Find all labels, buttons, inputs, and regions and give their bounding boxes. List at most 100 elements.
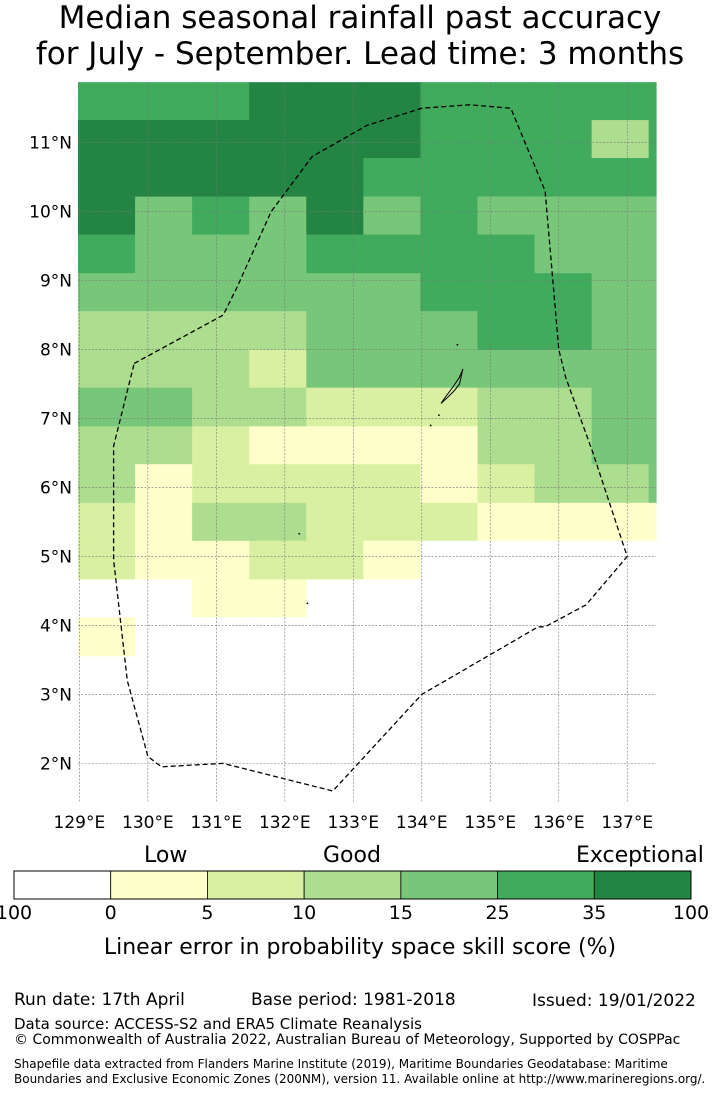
grid-cell (249, 540, 307, 580)
grid-cell (534, 426, 593, 466)
lat-tick-label: 5°N (40, 547, 72, 567)
grid-cell (249, 426, 307, 466)
colorbar-good-label: Good (323, 843, 381, 868)
map-figure: 129°E 130°E 131°E 132°E 133°E 134°E 135°E 136°E… (29, 82, 657, 833)
grid-cell (477, 579, 536, 619)
grid-cell (420, 273, 479, 313)
lon-tick-label: 137°E (601, 813, 653, 833)
lat-tick-label: 9°N (40, 272, 72, 292)
grid-cell (249, 387, 307, 427)
grid-cell (591, 82, 650, 122)
grid-cell (477, 273, 536, 313)
colorbar-swatch (207, 870, 305, 900)
grid-cell (534, 540, 593, 580)
grid-cell (135, 120, 193, 159)
grid-cell (534, 617, 593, 657)
lon-tick-label: 130°E (122, 813, 174, 833)
grid-cell (78, 158, 136, 197)
grid-cell (591, 579, 650, 619)
grid-cell (477, 387, 536, 427)
grid-cell (192, 234, 250, 274)
grid-cell (477, 82, 536, 122)
island-outline (440, 368, 464, 404)
grid-cell (363, 234, 422, 274)
grid-cell (306, 234, 364, 274)
lon-tick-label: 129°E (54, 813, 106, 833)
chart-title-line2: for July - September. Lead time: 3 month… (35, 36, 685, 72)
grid-cell (591, 464, 650, 504)
grid-cell (135, 158, 193, 197)
grid-cell (420, 311, 479, 351)
grid-cell (192, 196, 250, 236)
grid-cell (477, 617, 536, 657)
grid-cell (192, 349, 250, 389)
grid-cell (192, 82, 250, 122)
grid-cell (648, 349, 657, 389)
grid-cell (534, 502, 593, 542)
lon-tick-labels: 129°E 130°E 131°E 132°E 133°E 134°E 135°E 136°E… (54, 813, 654, 833)
lat-tick-label: 6°N (40, 479, 72, 499)
grid-cell (135, 273, 193, 313)
shapefile-note: Shapefile data extracted from Flanders M… (14, 1057, 706, 1086)
grid-cell (420, 464, 479, 504)
grid-cell (648, 234, 657, 274)
grid-cell (78, 502, 136, 542)
lon-tick-label: 131°E (190, 813, 242, 833)
grid-cell (363, 273, 422, 313)
grid-cell (249, 311, 307, 351)
grid-cell (135, 579, 193, 619)
lat-tick-label: 11°N (29, 134, 72, 154)
grid-cell (363, 426, 422, 466)
colorbar-swatch (110, 870, 208, 900)
run-date: Run date: 17th April (14, 990, 185, 1010)
issued-date: Issued: 19/01/2022 (532, 991, 696, 1011)
grid-cell (534, 158, 593, 197)
grid-cell (249, 120, 307, 159)
grid-cell (249, 464, 307, 504)
grid-cell (363, 617, 422, 657)
island-dot (429, 424, 432, 427)
base-period: Base period: 1981-2018 (251, 990, 456, 1010)
grid-cell (78, 196, 136, 236)
skill-grid (78, 82, 657, 657)
lat-tick-labels: 2°N 3°N 4°N 5°N 6°N 7°N 8°N 9°N 10°N 11°N (29, 134, 72, 775)
grid-cell (306, 273, 364, 313)
grid-cell (78, 273, 136, 313)
lon-tick-label: 134°E (396, 813, 448, 833)
grid-cell (306, 464, 364, 504)
grid-cell (420, 579, 479, 619)
grid-cell (249, 234, 307, 274)
grid-cell (420, 617, 479, 657)
grid-cell (192, 579, 250, 619)
grid-cell (78, 234, 136, 274)
grid-cell (192, 464, 250, 504)
copyright-note: © Commonwealth of Australia 2022, Austra… (14, 1032, 681, 1048)
grid-cell (534, 579, 593, 619)
grid-cell (363, 158, 422, 197)
grid-cell (534, 387, 593, 427)
grid-cell (363, 311, 422, 351)
grid-cell (78, 349, 136, 389)
lon-tick-label: 135°E (464, 813, 516, 833)
grid-cell (135, 502, 193, 542)
grid-cell (477, 196, 536, 236)
lon-tick-label: 133°E (327, 813, 379, 833)
grid-cell (78, 387, 136, 427)
grid-cell (249, 579, 307, 619)
grid-cell (78, 579, 136, 619)
grid-cell (648, 120, 657, 159)
grid-cell (420, 82, 479, 122)
grid-cell (78, 617, 136, 657)
grid-cell (477, 502, 536, 542)
lat-tick-label: 7°N (40, 410, 72, 430)
grid-cell (249, 349, 307, 389)
grid-cell (591, 273, 650, 313)
grid-cell (363, 464, 422, 504)
grid-cell (192, 540, 250, 580)
grid-cell (648, 196, 657, 236)
grid-cell (363, 579, 422, 619)
grid-cell (135, 349, 193, 389)
grid-cell (420, 120, 479, 159)
grid-cell (78, 311, 136, 351)
grid-cell (363, 387, 422, 427)
